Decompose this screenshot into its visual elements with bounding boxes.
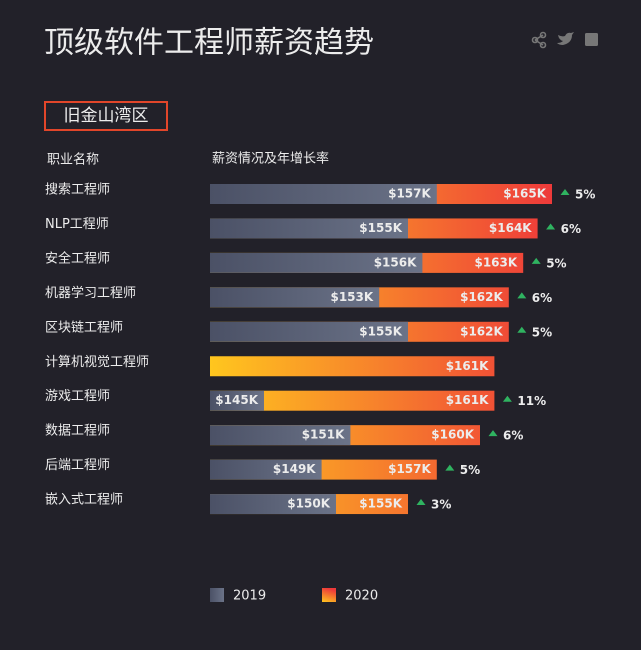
value-label-2020: $161K <box>446 359 489 373</box>
category-header: 职业名称 <box>47 152 99 168</box>
category-label: 区块链工程师 <box>45 320 123 335</box>
value-label-2019: $150K <box>287 497 330 511</box>
growth-label: 5% <box>532 325 552 339</box>
bar-2019 <box>210 494 336 515</box>
value-label-2019: $149K <box>273 462 316 476</box>
bar-2019 <box>210 459 322 480</box>
bar-2019 <box>210 287 380 308</box>
bar-2019 <box>210 184 437 204</box>
growth-arrow <box>502 395 512 402</box>
bar-2019 <box>210 425 351 446</box>
category-label: 数据工程师 <box>45 424 110 439</box>
growth-arrow <box>517 326 527 333</box>
bar-2019 <box>210 252 423 273</box>
value-label-2019: $156K <box>374 255 417 269</box>
value-label-2020: $155K <box>359 497 402 511</box>
category-label: 后端工程师 <box>45 458 110 473</box>
value-label-2020: $161K <box>446 393 489 407</box>
value-label-2020: $162K <box>460 324 503 338</box>
legend-label: 2020 <box>345 589 378 604</box>
value-label-2020: $165K <box>503 187 546 201</box>
growth-label: 5% <box>575 188 595 202</box>
growth-arrow <box>416 499 426 506</box>
bar-2020 <box>210 356 495 377</box>
growth-arrow <box>531 257 541 264</box>
bar-2020 <box>210 390 495 411</box>
bar-2019 <box>210 390 264 411</box>
growth-label: 6% <box>561 222 581 236</box>
growth-label: 5% <box>460 463 480 477</box>
value-label-2020: $164K <box>489 221 532 235</box>
value-label-2019: $157K <box>388 187 431 201</box>
value-label-2019: $155K <box>359 221 402 235</box>
growth-label: 3% <box>431 498 451 512</box>
region-box <box>44 101 168 131</box>
category-label: 搜索工程师 <box>45 183 110 198</box>
value-label-2019: $145K <box>215 393 258 407</box>
category-label: 计算机视觉工程师 <box>45 355 149 370</box>
value-header: 薪资情况及年增长率 <box>212 151 329 167</box>
growth-label: 5% <box>546 256 566 270</box>
growth-arrow <box>445 464 455 471</box>
growth-label: 6% <box>532 291 552 305</box>
value-label-2020: $163K <box>474 255 517 269</box>
value-label-2019: $153K <box>330 290 373 304</box>
value-label-2020: $160K <box>431 428 474 442</box>
bar-2019 <box>210 218 408 239</box>
growth-label: 11% <box>517 394 546 408</box>
legend-swatch <box>210 588 224 602</box>
growth-arrow <box>546 223 556 230</box>
share-icons[interactable] <box>531 31 599 49</box>
growth-arrow <box>560 189 570 195</box>
value-label-2019: $151K <box>302 428 345 442</box>
value-label-2020: $157K <box>388 462 431 476</box>
legend-swatch <box>322 588 336 602</box>
region-label: 旧金山湾区 <box>64 106 149 126</box>
category-label: 嵌入式工程师 <box>45 493 123 508</box>
growth-arrow <box>488 430 498 437</box>
category-label: 机器学习工程师 <box>45 285 136 301</box>
category-label: 安全工程师 <box>45 250 110 266</box>
category-label: NLP工程师 <box>45 217 109 232</box>
bar-2019 <box>210 321 408 342</box>
growth-label: 6% <box>503 429 523 443</box>
chart-title: 顶级软件工程师薪资趋势 <box>44 26 374 61</box>
category-label: 游戏工程师 <box>45 389 110 404</box>
value-label-2020: $162K <box>460 290 503 304</box>
legend-label: 2019 <box>233 589 266 604</box>
value-label-2019: $155K <box>359 324 402 338</box>
growth-arrow <box>517 292 527 299</box>
